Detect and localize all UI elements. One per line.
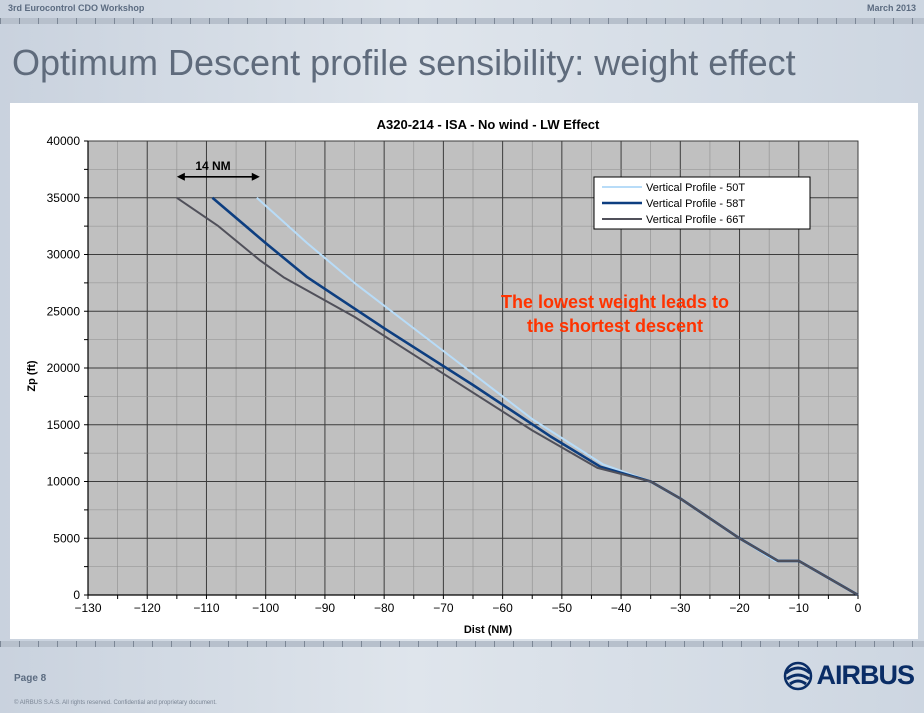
x-tick-label: −50	[552, 601, 573, 615]
series-line-3	[176, 196, 859, 596]
y-tick-label: 20000	[47, 361, 81, 375]
x-tick-label: −130	[74, 601, 101, 615]
x-tick-label: 0	[855, 601, 862, 615]
x-tick-label: −30	[670, 601, 691, 615]
legend-label-3: Vertical Profile - 66T	[646, 214, 745, 226]
chart-panel: A320-214 - ISA - No wind - LW Effect −13…	[10, 103, 918, 639]
x-tick-label: −90	[315, 601, 336, 615]
y-tick-label: 30000	[47, 248, 81, 262]
descent-profile-chart: A320-214 - ISA - No wind - LW Effect −13…	[26, 117, 862, 636]
distance-annotation-label: 14 NM	[195, 159, 230, 173]
x-tick-label: −110	[193, 601, 219, 615]
x-tick-label: −60	[492, 601, 513, 615]
airbus-logo-text: AIRBUS	[816, 660, 915, 690]
page-number: Page 8	[14, 673, 47, 684]
y-tick-label: 40000	[47, 134, 81, 148]
bottom-divider	[0, 641, 924, 647]
slide-title: Optimum Descent profile sensibility: wei…	[12, 42, 796, 83]
legend-label-2: Vertical Profile - 58T	[646, 198, 745, 210]
y-tick-label: 0	[73, 588, 80, 602]
weight-message-line-1: The lowest weight leads to	[501, 292, 729, 312]
y-tick-label: 10000	[47, 475, 81, 489]
event-name: 3rd Eurocontrol CDO Workshop	[8, 3, 145, 13]
distance-arrow-right-head	[251, 172, 260, 181]
y-tick-label: 15000	[47, 418, 81, 432]
x-tick-label: −120	[134, 601, 161, 615]
x-tick-label: −80	[374, 601, 395, 615]
y-axis-label: Zp (ft)	[26, 360, 38, 391]
x-axis-label: Dist (NM)	[464, 624, 513, 636]
airbus-logo: AIRBUS	[780, 660, 915, 691]
y-tick-label: 35000	[47, 191, 81, 205]
weight-message-line-2: the shortest descent	[527, 316, 703, 336]
x-tick-label: −10	[789, 601, 810, 615]
airbus-swirl-icon	[784, 661, 813, 690]
legend-label-1: Vertical Profile - 50T	[646, 182, 745, 194]
chart-title: A320-214 - ISA - No wind - LW Effect	[377, 117, 600, 132]
x-tick-label: −40	[611, 601, 632, 615]
x-tick-label: −20	[729, 601, 750, 615]
event-date: March 2013	[866, 3, 916, 13]
distance-arrow-left-head	[176, 172, 185, 181]
y-tick-label: 25000	[47, 304, 81, 318]
x-tick-label: −70	[433, 601, 454, 615]
y-tick-label: 5000	[53, 531, 80, 545]
top-divider	[0, 18, 924, 24]
x-tick-label: −100	[252, 601, 279, 615]
copyright-notice: © AIRBUS S.A.S. All rights reserved. Con…	[14, 700, 217, 706]
